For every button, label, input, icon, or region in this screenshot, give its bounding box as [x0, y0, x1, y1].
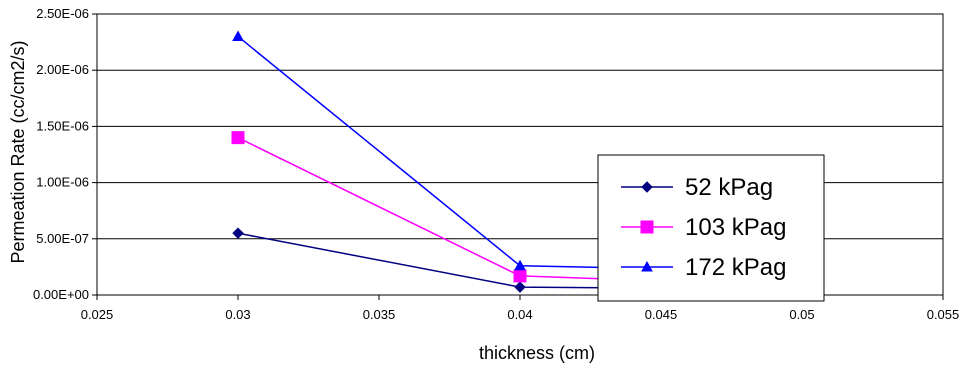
square-marker	[231, 131, 245, 145]
diamond-marker	[641, 181, 653, 193]
legend: 52 kPag 103 kPag 172 kPag	[597, 154, 825, 302]
x-tick-label: 0.03	[225, 307, 250, 322]
triangle-marker	[641, 260, 653, 272]
diamond-marker	[514, 281, 526, 293]
square-marker	[513, 269, 527, 283]
y-axis-ticks: 0.00E+00 5.00E-07 1.00E-06 1.50E-06 2.00E-06…	[33, 6, 97, 302]
x-tick-label: 0.035	[363, 307, 396, 322]
x-tick-label: 0.05	[789, 307, 814, 322]
legend-label: 52 kPag	[685, 174, 773, 201]
x-axis-title: thickness (cm)	[479, 343, 595, 363]
y-tick-label: 2.50E-06	[36, 6, 89, 21]
x-tick-label: 0.025	[81, 307, 114, 322]
y-tick-label: 1.50E-06	[36, 118, 89, 133]
x-tick-label: 0.04	[507, 307, 532, 322]
y-tick-label: 5.00E-07	[36, 231, 89, 246]
legend-label: 172 kPag	[685, 254, 786, 281]
x-axis-ticks: 0.025 0.03 0.035 0.04 0.045 0.05 0.055	[81, 295, 960, 322]
triangle-marker	[232, 30, 244, 41]
square-marker	[640, 220, 654, 234]
y-tick-label: 2.00E-06	[36, 62, 89, 77]
legend-box	[597, 154, 825, 302]
y-tick-label: 0.00E+00	[33, 287, 89, 302]
y-tick-label: 1.00E-06	[36, 175, 89, 190]
diamond-marker	[232, 227, 244, 239]
x-tick-label: 0.055	[927, 307, 960, 322]
legend-label: 103 kPag	[685, 214, 786, 241]
y-axis-title: Permeation Rate (cc/cm2/s)	[8, 40, 28, 263]
triangle-marker	[514, 259, 526, 271]
x-tick-label: 0.045	[645, 307, 678, 322]
